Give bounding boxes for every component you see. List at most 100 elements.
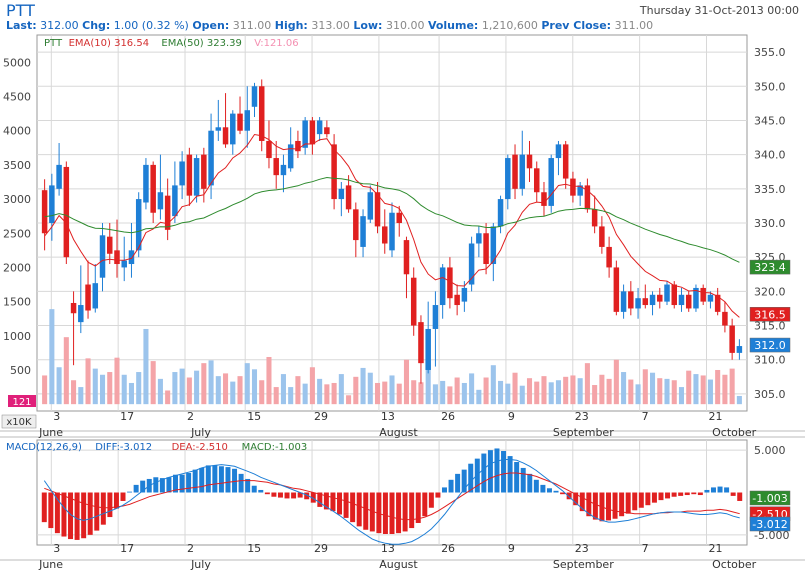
candle-body <box>56 164 62 189</box>
volume-bar <box>78 387 84 405</box>
candle-body <box>396 212 402 223</box>
volume-bar <box>208 360 214 405</box>
candle-body <box>193 158 200 196</box>
quote-label-3: High: <box>274 19 308 32</box>
macd-bar <box>441 487 447 493</box>
volume-tick-6: 3500 <box>3 159 31 172</box>
price-tick-2: 315.0 <box>754 320 786 333</box>
month-label-2: August <box>379 426 418 439</box>
macd-bar <box>356 492 362 527</box>
candle-body <box>99 235 106 278</box>
quote-value-3: 313.00 <box>307 19 354 32</box>
candles <box>41 79 743 384</box>
macd-bar <box>218 466 224 493</box>
volume-bar <box>534 381 540 405</box>
macd-bar <box>153 477 159 493</box>
volume-bar <box>686 370 692 405</box>
macd-bar <box>422 492 428 517</box>
candle-body <box>121 260 127 268</box>
quote-value-6: 311.00 <box>611 19 654 32</box>
macd-bar <box>684 492 690 496</box>
unit-badge-bg <box>1 414 37 429</box>
volume-bar <box>548 382 554 405</box>
macd-bar <box>159 478 165 493</box>
candle-body <box>316 120 323 135</box>
volume-bar <box>635 384 641 405</box>
macd-bar <box>494 448 500 493</box>
candle-body <box>172 185 178 217</box>
macd-bar <box>264 492 270 495</box>
volume-bar <box>172 372 178 405</box>
volume-bar <box>693 374 699 405</box>
macd-bar <box>691 492 697 495</box>
volume-bar <box>165 390 171 405</box>
volume-bar <box>476 389 482 405</box>
candle-body <box>85 284 91 311</box>
volume-bar <box>92 368 98 405</box>
candle-body <box>490 226 497 265</box>
dea-line <box>44 472 740 521</box>
macd-bar <box>514 462 520 493</box>
macd-bar <box>48 492 54 529</box>
ema10-line <box>44 133 740 318</box>
price-tick-7: 340.0 <box>754 149 786 162</box>
macd-bar <box>455 473 461 493</box>
candle-body <box>570 178 576 196</box>
volume-bar <box>114 357 120 405</box>
macd-bar <box>619 492 625 517</box>
diff-line <box>43 459 740 545</box>
candle-body <box>374 192 381 227</box>
macd-bar <box>205 465 211 493</box>
price-tick-8: 345.0 <box>754 114 786 127</box>
volume-bar <box>179 368 185 405</box>
volume-bar <box>505 383 511 405</box>
candle-body <box>266 140 272 159</box>
candle-body <box>49 185 55 223</box>
candle-body <box>230 113 236 145</box>
date-tick-9: 7 <box>642 410 649 423</box>
candle-body <box>92 283 99 309</box>
date-tick-macd-9: 7 <box>642 542 649 555</box>
quote-value-2: 311.00 <box>229 19 275 32</box>
candle-body <box>483 233 489 265</box>
candle-body <box>591 209 598 227</box>
macd-bar <box>638 492 644 508</box>
macd-bar <box>501 451 507 493</box>
macd-bar <box>606 492 611 521</box>
macd-bar <box>304 492 310 500</box>
candle-body <box>251 86 258 107</box>
candle-body <box>215 127 222 131</box>
date-tick-10: 21 <box>709 410 723 423</box>
macd-bar <box>520 467 526 493</box>
macd-bar <box>140 480 146 493</box>
volume-bar <box>136 372 142 405</box>
month-label-0: June <box>38 426 63 439</box>
macd-bar <box>625 492 631 514</box>
volume-bar <box>374 382 381 405</box>
macd-bar <box>468 463 474 493</box>
volume-tick-8: 4500 <box>3 91 31 104</box>
volume-bar <box>599 374 605 405</box>
month-label-3: September <box>553 426 614 439</box>
volume-bar <box>288 387 294 405</box>
date-tick-macd-0: 3 <box>53 542 60 555</box>
macd-bar <box>717 486 723 493</box>
volume-bar <box>71 380 77 405</box>
volume-bar <box>707 379 713 405</box>
candle-body <box>201 154 207 189</box>
volume-bar <box>411 380 417 405</box>
volume-bar <box>563 376 569 405</box>
macd-badge-bg <box>749 490 791 506</box>
candle-body <box>128 250 135 265</box>
macd-bar <box>337 492 343 515</box>
macd-bar <box>474 458 480 493</box>
volume-bar <box>621 372 627 405</box>
date-tick-macd-4: 29 <box>314 542 328 555</box>
quote-label-5: Volume: <box>427 19 479 32</box>
volume-bar <box>309 367 315 405</box>
volume-bar <box>338 374 344 405</box>
volume-bar <box>201 363 207 405</box>
macd-bar <box>553 490 559 493</box>
macd-bar <box>586 492 592 517</box>
